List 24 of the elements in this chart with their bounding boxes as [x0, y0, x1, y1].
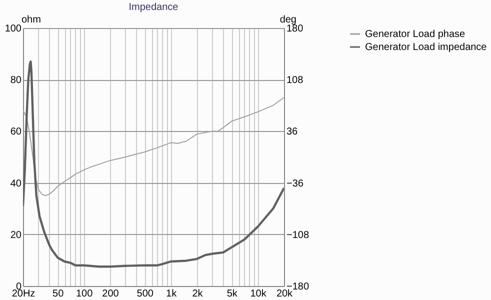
x-tick-label: 200: [102, 288, 120, 300]
y-tick-label: 60: [10, 126, 22, 138]
legend-label: Generator Load phase: [365, 29, 466, 40]
x-tick-label: 2k: [192, 288, 204, 300]
y2-tick-label: 108: [286, 75, 304, 86]
y2-tick-label: 180: [286, 24, 304, 34]
x-tick-label: 500: [136, 288, 154, 300]
legend-label: Generator Load impedance: [365, 42, 488, 53]
y-axis-title: ohm: [22, 14, 41, 26]
x-tick-label: 50: [52, 288, 64, 300]
y-tick-label: 100: [4, 24, 22, 34]
y2-axis-title: deg: [280, 14, 296, 26]
x-tick-label: 100: [76, 288, 94, 300]
y2-tick-label: −108: [286, 230, 310, 241]
y-tick-label: 80: [10, 75, 22, 86]
chart-title: Impedance: [128, 2, 179, 13]
x-tick-label: 10k: [250, 288, 268, 300]
y-tick-label: 20: [10, 230, 22, 241]
y2-tick-label: 36: [286, 126, 298, 138]
x-tick-label: 20k: [276, 288, 294, 300]
y2-tick-label: −36: [286, 178, 304, 190]
y-tick-label: 40: [10, 178, 22, 190]
x-tick-label: 5k: [226, 288, 238, 300]
x-tick-label: 1k: [166, 288, 178, 300]
